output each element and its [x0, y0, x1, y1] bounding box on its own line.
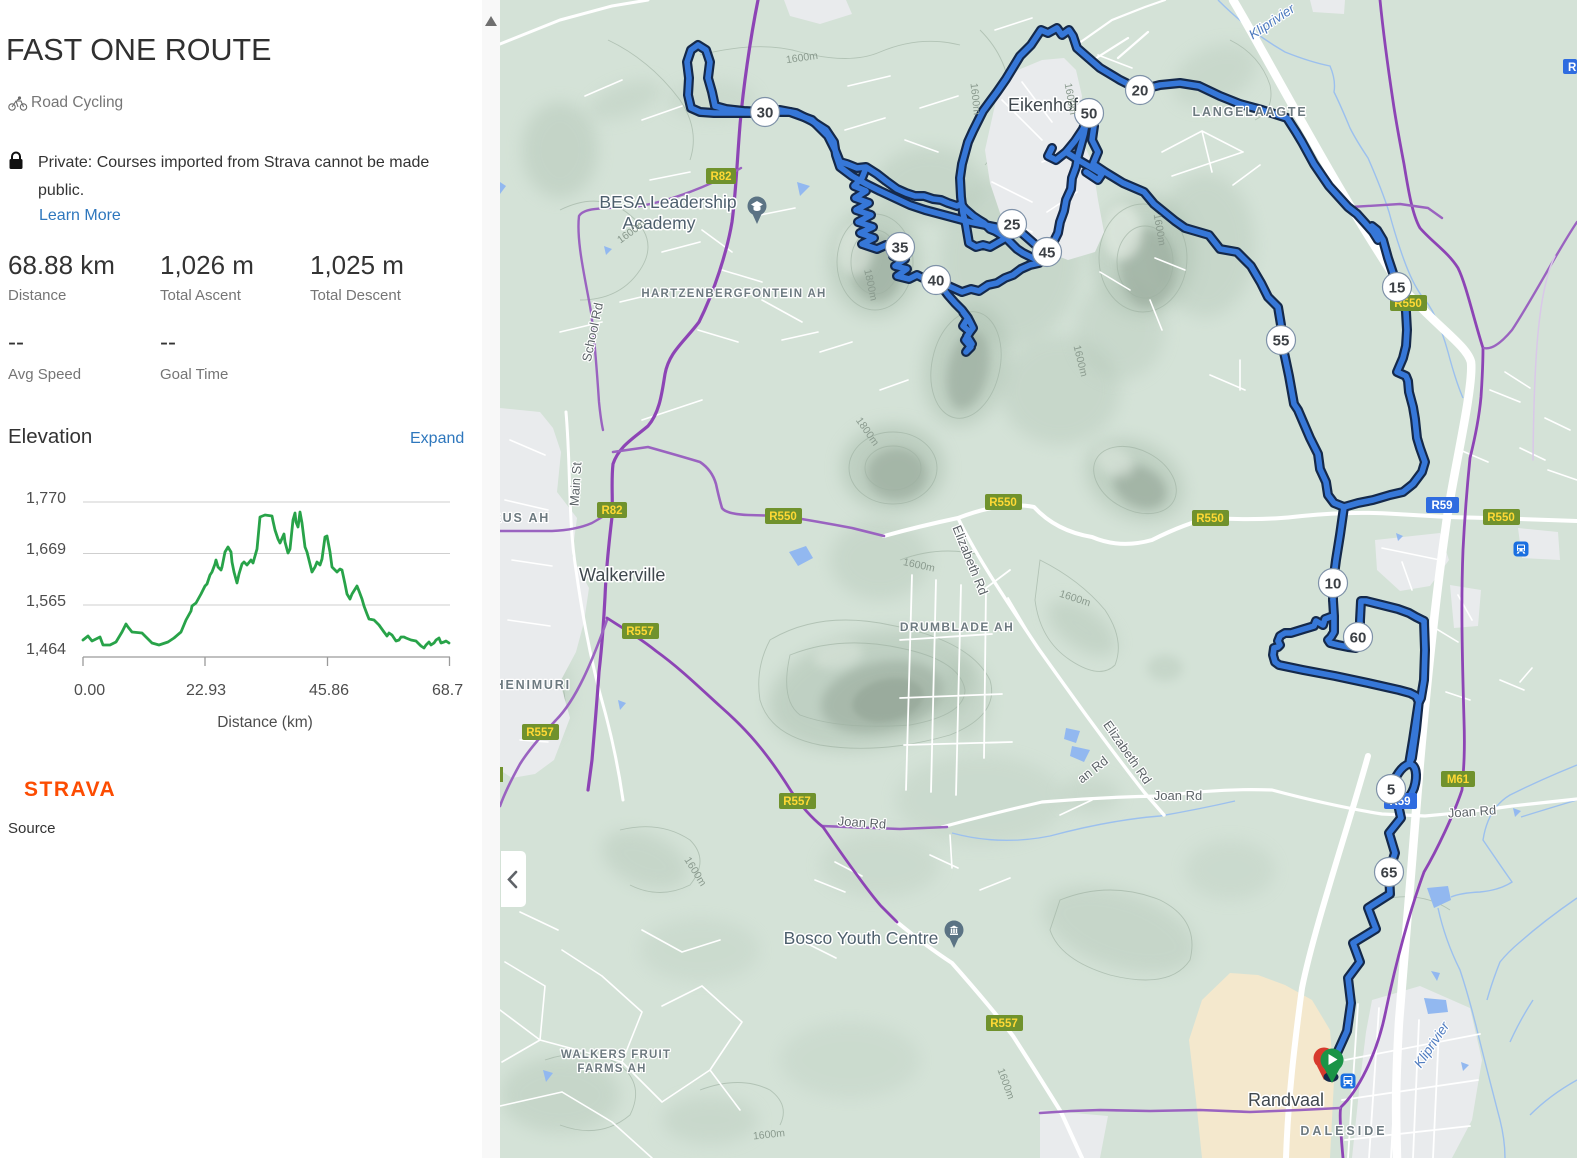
svg-text:25: 25: [1004, 217, 1021, 234]
svg-text:R: R: [1568, 62, 1577, 74]
svg-text:35: 35: [892, 240, 909, 257]
svg-text:R550: R550: [1196, 513, 1224, 525]
svg-text:20: 20: [1132, 83, 1149, 100]
svg-text:40: 40: [928, 273, 945, 290]
svg-text:Joan Rd: Joan Rd: [1447, 802, 1496, 820]
svg-text:22.93: 22.93: [186, 682, 226, 699]
svg-text:1,565: 1,565: [26, 593, 66, 610]
svg-text:LANGELAAGTE: LANGELAAGTE: [1193, 105, 1308, 119]
svg-text:R550: R550: [989, 497, 1017, 509]
svg-text:FARMS AH: FARMS AH: [577, 1063, 646, 1075]
svg-text:HARTZENBERGFONTEIN AH: HARTZENBERGFONTEIN AH: [641, 288, 826, 300]
svg-text:65: 65: [1381, 865, 1398, 882]
svg-text:1600m: 1600m: [1151, 213, 1168, 247]
svg-text:30: 30: [757, 105, 774, 122]
svg-text:Eikenhof: Eikenhof: [1008, 95, 1079, 115]
svg-text:R550: R550: [1487, 512, 1515, 524]
svg-text:OHENIMURI: OHENIMURI: [500, 678, 571, 692]
svg-text:55: 55: [1273, 333, 1290, 350]
svg-text:1,464: 1,464: [26, 641, 66, 658]
svg-text:50: 50: [1081, 106, 1098, 123]
svg-text:DRUMBLADE AH: DRUMBLADE AH: [900, 620, 1014, 634]
svg-text:WALKERS FRUIT: WALKERS FRUIT: [561, 1049, 671, 1061]
svg-text:RUS AH: RUS AH: [500, 511, 550, 525]
svg-text:R557: R557: [526, 727, 554, 739]
svg-text:BESA Leadership: BESA Leadership: [599, 192, 736, 212]
svg-text:Walkerville: Walkerville: [579, 565, 665, 585]
svg-text:68.7: 68.7: [432, 682, 463, 699]
svg-text:Distance (km): Distance (km): [217, 714, 313, 731]
svg-text:60: 60: [1350, 630, 1367, 647]
svg-text:R82: R82: [601, 505, 622, 517]
svg-text:45.86: 45.86: [309, 682, 349, 699]
svg-text:1600m: 1600m: [968, 82, 983, 115]
svg-text:45: 45: [1039, 245, 1056, 262]
svg-text:1,770: 1,770: [26, 490, 66, 507]
svg-text:Main St: Main St: [566, 461, 584, 506]
svg-text:R59: R59: [1431, 500, 1452, 512]
svg-text:R557: R557: [783, 796, 811, 808]
svg-text:Academy: Academy: [623, 213, 696, 233]
svg-text:1600m: 1600m: [785, 50, 819, 66]
svg-text:DALESIDE: DALESIDE: [1300, 1124, 1387, 1138]
svg-text:1,669: 1,669: [26, 541, 66, 558]
svg-text:R557: R557: [626, 626, 654, 638]
svg-text:0.00: 0.00: [74, 682, 105, 699]
svg-text:5: 5: [1387, 782, 1395, 799]
svg-text:10: 10: [1325, 576, 1342, 593]
svg-text:1600m: 1600m: [1062, 82, 1079, 116]
svg-text:1600m: 1600m: [752, 1127, 785, 1142]
svg-text:Randvaal: Randvaal: [1248, 1090, 1324, 1110]
svg-text:R550: R550: [769, 511, 797, 523]
svg-text:R557: R557: [990, 1018, 1018, 1030]
svg-text:15: 15: [1389, 280, 1406, 297]
svg-text:M61: M61: [1447, 774, 1470, 786]
svg-text:Bosco Youth Centre: Bosco Youth Centre: [784, 928, 939, 948]
svg-text:Joan Rd: Joan Rd: [1154, 788, 1202, 803]
svg-text:R82: R82: [710, 171, 731, 183]
svg-text:Joan Rd: Joan Rd: [837, 813, 886, 831]
